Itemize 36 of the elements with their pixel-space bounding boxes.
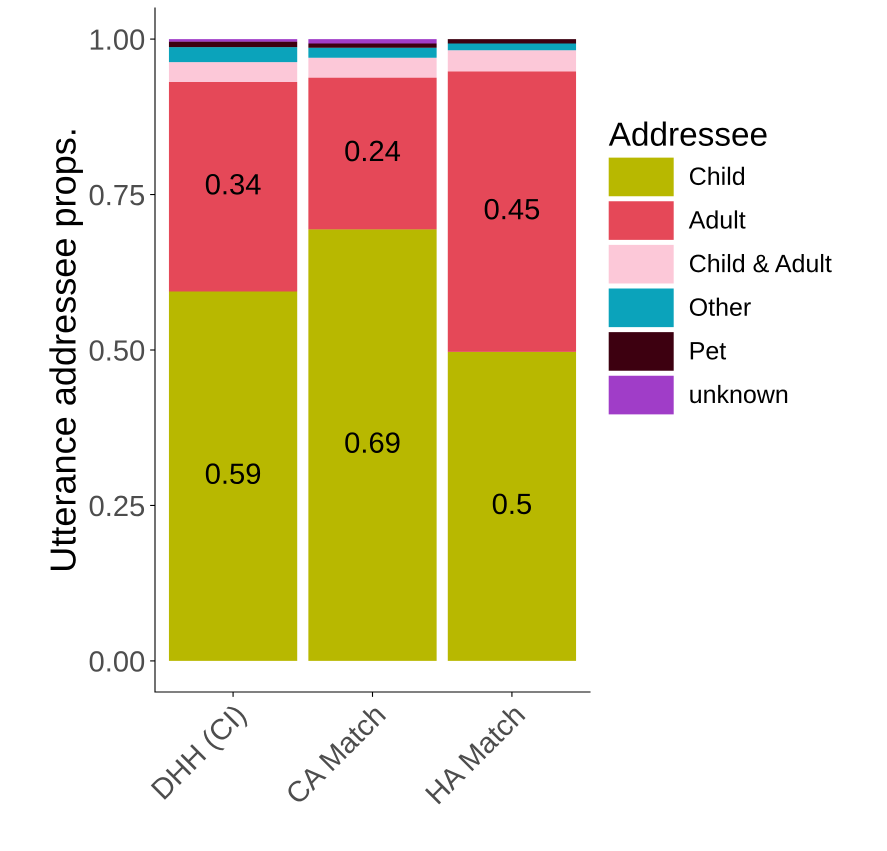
y-tick-label: 0.75 bbox=[90, 184, 144, 206]
bar bbox=[308, 58, 437, 78]
bar bbox=[168, 292, 298, 661]
y-tick-label: 0.25 bbox=[90, 496, 144, 516]
bar bbox=[308, 39, 437, 44]
y-tick-label: 0.00 bbox=[90, 651, 144, 672]
y-axis-title: Utterance addressee props. bbox=[49, 130, 83, 570]
data-label: 0.69 bbox=[345, 432, 400, 453]
bar bbox=[168, 62, 298, 82]
legend-label: Child & Adult bbox=[690, 254, 832, 272]
bar bbox=[448, 39, 576, 44]
bar bbox=[448, 43, 576, 50]
bar bbox=[308, 48, 437, 58]
bar bbox=[168, 47, 298, 62]
legend-label: Adult bbox=[688, 210, 746, 229]
legend-label: Other bbox=[690, 298, 751, 316]
y-tick-label: 0.50 bbox=[90, 340, 144, 361]
legend-title: Addressee bbox=[608, 122, 767, 146]
bar bbox=[168, 42, 298, 48]
bar bbox=[308, 78, 437, 230]
data-label: 0.45 bbox=[484, 198, 540, 220]
legend-label: Child bbox=[690, 166, 744, 186]
data-label: 0.34 bbox=[206, 174, 261, 195]
data-label: 0.59 bbox=[206, 463, 260, 484]
legend-label: Pet bbox=[690, 342, 726, 360]
bar bbox=[448, 352, 576, 661]
bar bbox=[168, 82, 298, 292]
bar bbox=[448, 71, 576, 352]
bar bbox=[308, 229, 437, 661]
y-tick-label: 1.00 bbox=[90, 29, 144, 50]
bar bbox=[308, 43, 437, 48]
legend-label: unknown bbox=[690, 384, 788, 404]
bar bbox=[448, 50, 576, 72]
data-label: 0.5 bbox=[492, 494, 531, 514]
data-label: 0.24 bbox=[345, 140, 400, 162]
bar bbox=[168, 39, 298, 42]
